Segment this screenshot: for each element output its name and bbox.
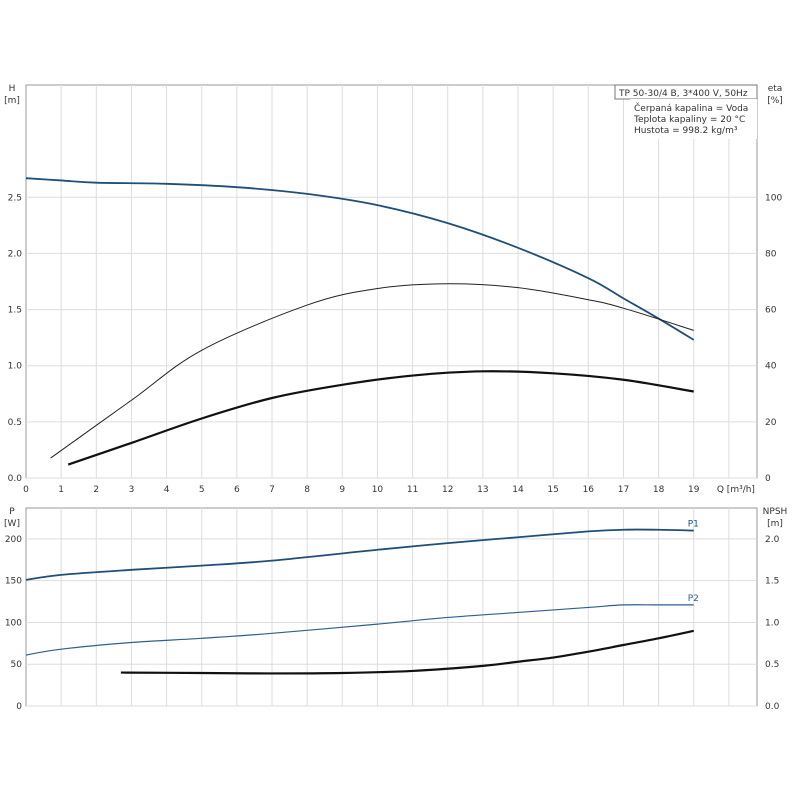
curve-p1-0 [25, 528, 694, 581]
curve-npsh-2 [120, 629, 694, 675]
x-tick-label: 17 [618, 485, 629, 495]
y2-axis-unit: [m] [767, 519, 783, 529]
info-line: Hustota = 998.2 kg/m³ [634, 126, 738, 136]
x-tick-label: 2 [93, 485, 99, 495]
y2-tick-label: 0 [765, 474, 771, 484]
y2-tick-label: 2.0 [765, 535, 780, 545]
x-tick-label: 13 [477, 485, 488, 495]
y2-tick-label: 100 [765, 193, 782, 203]
y2-axis-label: eta [768, 84, 783, 94]
info-line: Teplota kapaliny = 20 °C [633, 115, 745, 125]
plot-area-1 [25, 507, 758, 707]
y-tick-label: 2.5 [8, 193, 22, 203]
y2-tick-label: 1.5 [765, 577, 779, 587]
x-axis-label: Q [m³/h] [717, 485, 755, 495]
y2-axis-unit: [%] [767, 96, 783, 106]
info-bg [630, 99, 757, 139]
y2-tick-label: 60 [765, 306, 777, 316]
plot-area-0 [25, 84, 758, 479]
curve-eta-1 [50, 283, 694, 459]
y-axis-label: H [9, 84, 16, 94]
y-tick-label: 0 [16, 702, 22, 712]
y2-tick-label: 1.0 [765, 618, 780, 628]
x-tick-label: 10 [372, 485, 384, 495]
x-tick-label: 12 [442, 485, 453, 495]
x-tick-label: 9 [339, 485, 345, 495]
y-tick-label: 1.5 [8, 306, 22, 316]
series-label-p1: P1 [688, 520, 699, 530]
y-tick-label: 200 [5, 535, 22, 545]
x-tick-label: 3 [129, 485, 135, 495]
y-tick-label: 0.0 [8, 474, 23, 484]
y-tick-label: 50 [11, 660, 23, 670]
y-tick-label: 150 [5, 577, 22, 587]
title-text: TP 50-30/4 B, 3*400 V, 50Hz [618, 89, 748, 99]
y-tick-label: 0.5 [8, 418, 22, 428]
y-tick-label: 1.0 [8, 362, 23, 372]
curve-eta-2 [67, 370, 694, 466]
x-tick-label: 15 [547, 485, 558, 495]
y-tick-label: 100 [5, 618, 22, 628]
x-tick-label: 0 [23, 485, 29, 495]
y2-tick-label: 0.5 [765, 660, 779, 670]
x-tick-label: 8 [304, 485, 310, 495]
y-axis-unit: [m] [4, 96, 20, 106]
x-tick-label: 16 [583, 485, 595, 495]
y2-tick-label: 40 [765, 362, 777, 372]
info-line: Čerpaná kapalina = Voda [634, 102, 748, 114]
curve-h-0 [25, 177, 695, 341]
y-axis-unit: [W] [4, 519, 20, 529]
series-label-p2: P2 [688, 594, 699, 604]
x-tick-label: 4 [164, 485, 170, 495]
x-tick-label: 5 [199, 485, 205, 495]
x-tick-label: 1 [58, 485, 64, 495]
x-tick-label: 11 [407, 485, 418, 495]
y-axis-label: P [9, 507, 15, 517]
y-tick-label: 2.0 [8, 249, 23, 259]
curve-p2-1 [25, 604, 694, 656]
x-tick-label: 19 [688, 485, 700, 495]
y2-axis-label: NPSH [763, 507, 788, 517]
y2-tick-label: 20 [765, 418, 777, 428]
y2-tick-label: 80 [765, 249, 777, 259]
y2-tick-label: 0.0 [765, 702, 780, 712]
x-tick-label: 14 [512, 485, 524, 495]
x-tick-label: 18 [653, 485, 665, 495]
x-tick-label: 7 [269, 485, 275, 495]
x-tick-label: 6 [234, 485, 240, 495]
